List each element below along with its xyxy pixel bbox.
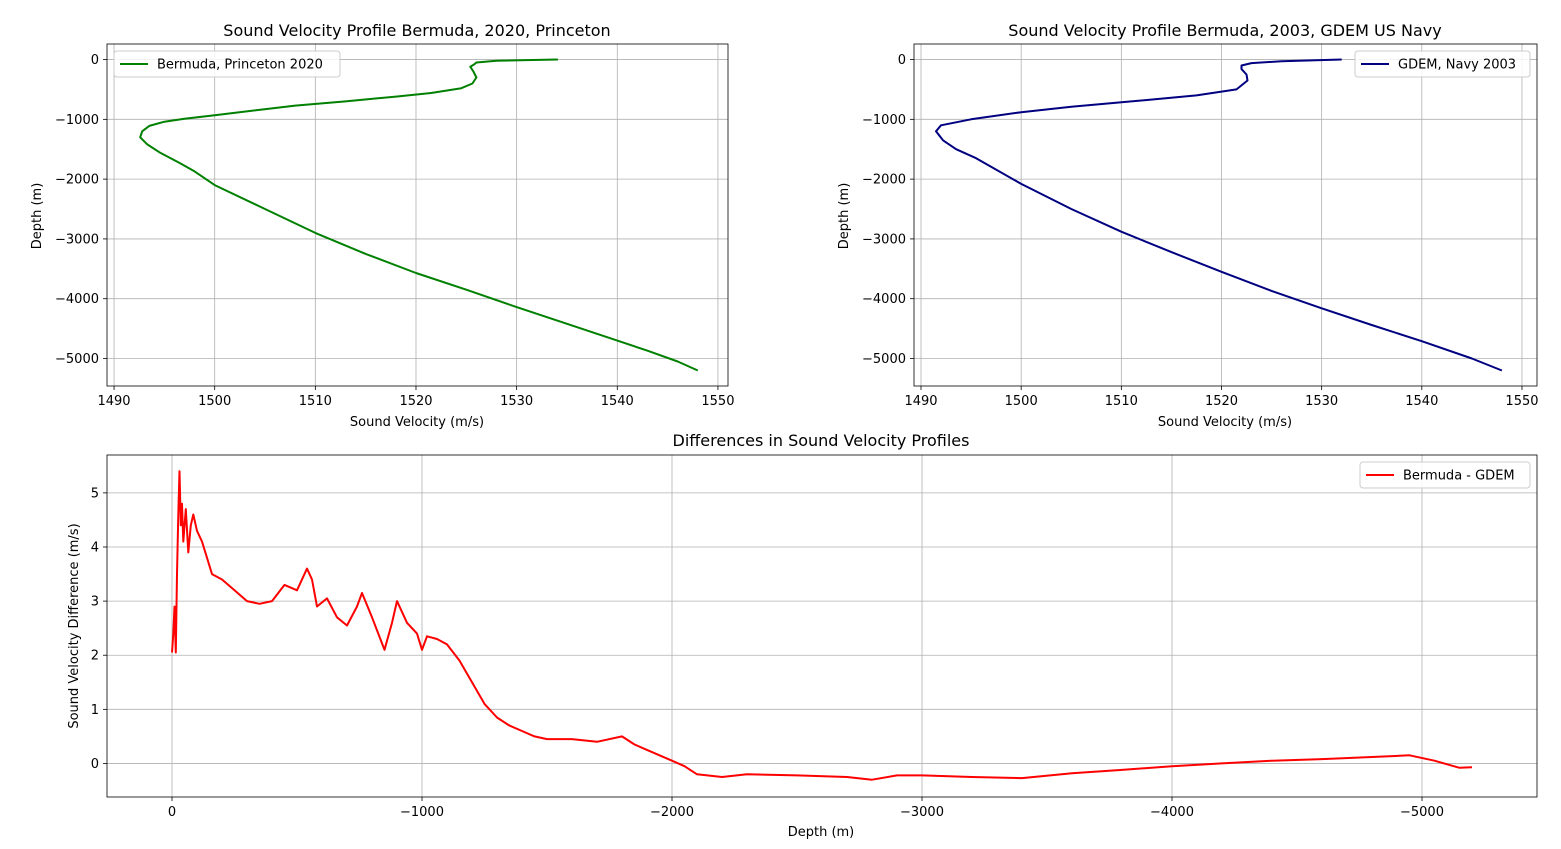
x-tick-label: 1550 <box>1505 394 1538 409</box>
y-tick-label: −5000 <box>55 352 99 367</box>
y-axis-label: Sound Velocity Difference (m/s) <box>67 523 82 728</box>
y-tick-label: −1000 <box>55 113 99 128</box>
x-axis-label: Sound Velocity (m/s) <box>350 415 484 430</box>
x-tick-label: 1530 <box>500 394 533 409</box>
chart-differences: Differences in Sound Velocity Profiles D… <box>67 431 1538 840</box>
y-tick-label: 0 <box>91 53 99 68</box>
y-axis-label: Depth (m) <box>30 183 45 250</box>
chart-title: Differences in Sound Velocity Profiles <box>673 431 970 450</box>
y-tick-label: 3 <box>91 595 99 610</box>
y-tick-label: 4 <box>91 540 99 555</box>
series-line <box>171 470 1473 781</box>
y-tick-label: 2 <box>91 649 99 664</box>
y-tick-label: −1000 <box>862 113 906 128</box>
x-tick-label: 1500 <box>198 394 231 409</box>
legend-box <box>113 50 341 78</box>
legend-box <box>1354 50 1531 78</box>
series-line <box>139 58 699 372</box>
x-tick-label: 1520 <box>399 394 432 409</box>
chart-title: Sound Velocity Profile Bermuda, 2020, Pr… <box>223 21 610 40</box>
x-axis-label: Depth (m) <box>788 825 855 840</box>
plot-frame <box>913 43 1538 387</box>
x-tick-label: 1530 <box>1305 394 1338 409</box>
x-tick-label: 1520 <box>1205 394 1238 409</box>
x-tick-label: 0 <box>168 805 176 820</box>
x-tick-label: 1510 <box>299 394 332 409</box>
y-tick-label: −2000 <box>862 173 906 188</box>
x-tick-label: 1540 <box>1405 394 1438 409</box>
series-line <box>935 58 1503 372</box>
x-tick-label: 1500 <box>1005 394 1038 409</box>
y-tick-label: −3000 <box>862 232 906 247</box>
x-tick-label: 1510 <box>1105 394 1138 409</box>
legend-label: GDEM, Navy 2003 <box>1398 58 1516 73</box>
y-tick-label: −3000 <box>55 232 99 247</box>
y-tick-label: 0 <box>91 757 99 772</box>
plot-frame <box>106 454 1538 798</box>
x-tick-label: 1490 <box>97 394 130 409</box>
x-tick-label: −2000 <box>650 805 694 820</box>
x-tick-label: 1540 <box>601 394 634 409</box>
legend-label: Bermuda, Princeton 2020 <box>157 58 323 73</box>
y-tick-label: −4000 <box>55 292 99 307</box>
legend-label: Bermuda - GDEM <box>1403 469 1515 484</box>
chart-title: Sound Velocity Profile Bermuda, 2003, GD… <box>1008 21 1441 40</box>
x-tick-label: −4000 <box>1150 805 1194 820</box>
plot-frame <box>106 43 729 387</box>
y-axis-label: Depth (m) <box>837 183 852 250</box>
x-tick-label: −1000 <box>400 805 444 820</box>
y-tick-label: −4000 <box>862 292 906 307</box>
x-tick-label: 1550 <box>701 394 734 409</box>
chart-gdem-2003: Sound Velocity Profile Bermuda, 2003, GD… <box>837 21 1539 430</box>
chart-princeton-2020: Sound Velocity Profile Bermuda, 2020, Pr… <box>30 21 734 430</box>
x-tick-label: −3000 <box>900 805 944 820</box>
y-tick-label: 0 <box>898 53 906 68</box>
y-tick-label: 5 <box>91 486 99 501</box>
x-tick-label: −5000 <box>1400 805 1444 820</box>
y-tick-label: −2000 <box>55 173 99 188</box>
x-tick-label: 1490 <box>904 394 937 409</box>
x-axis-label: Sound Velocity (m/s) <box>1158 415 1292 430</box>
y-tick-label: 1 <box>91 703 99 718</box>
y-tick-label: −5000 <box>862 352 906 367</box>
legend-box <box>1359 461 1531 489</box>
